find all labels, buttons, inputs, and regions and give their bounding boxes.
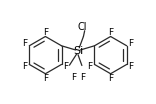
Text: F: F: [129, 62, 134, 71]
Text: F: F: [80, 73, 85, 82]
Text: Si: Si: [73, 46, 83, 56]
Text: F: F: [43, 28, 48, 37]
Text: Cl: Cl: [77, 22, 87, 32]
Text: F: F: [43, 74, 48, 83]
Text: F: F: [88, 62, 93, 71]
Text: F: F: [108, 28, 113, 37]
Text: F: F: [22, 39, 27, 48]
Text: F: F: [63, 62, 68, 71]
Text: F: F: [71, 73, 76, 82]
Text: F: F: [108, 74, 113, 83]
Text: F: F: [129, 39, 134, 48]
Text: F: F: [22, 62, 27, 71]
